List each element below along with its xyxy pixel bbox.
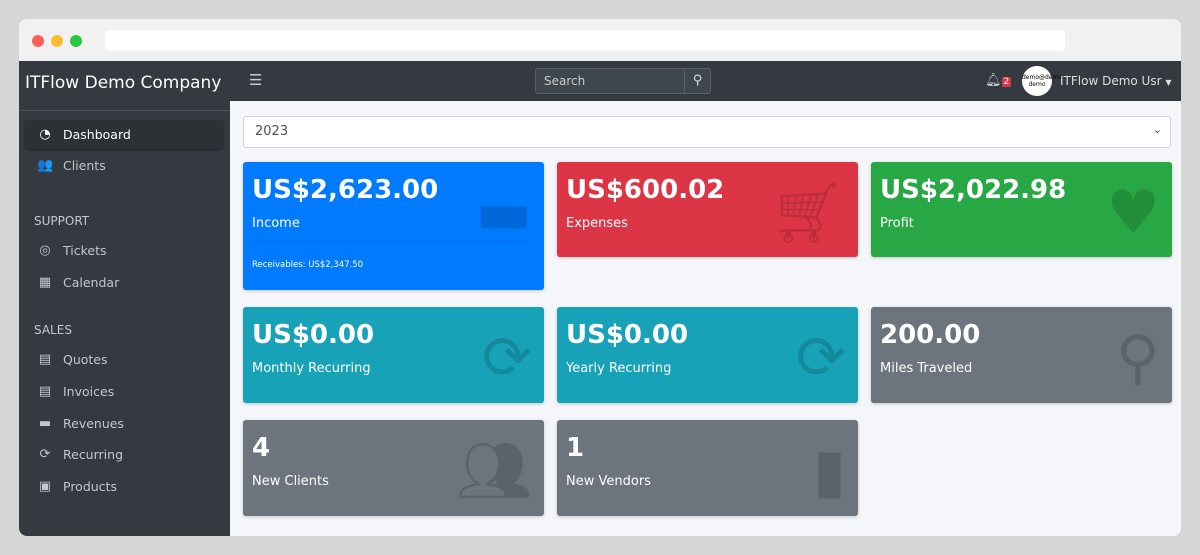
label: Recurring	[63, 447, 123, 462]
sync-icon: ⟳	[39, 447, 51, 462]
search-icon[interactable]: ⚲	[684, 69, 710, 93]
stat-card-new-clients[interactable]: 4 New Clients 👥︎	[243, 420, 544, 516]
label: Tickets	[63, 243, 107, 258]
invoice-icon: ▤	[38, 384, 52, 399]
notification-badge: 2	[1001, 77, 1012, 87]
stat-card-profit[interactable]: US$2,022.98 Profit ♥	[871, 162, 1172, 257]
box-icon: ▣	[38, 479, 52, 494]
chevron-down-icon: ⌄	[1152, 123, 1162, 136]
label: Calendar	[63, 275, 120, 290]
stat-label: Yearly Recurring	[566, 361, 672, 376]
dashboard-content: 2023 ⌄ US$2,623.00 Income ▬ Receivables: US$…	[230, 101, 1181, 536]
close-dot[interactable]	[32, 35, 44, 47]
stat-label: New Clients	[252, 474, 329, 489]
stat-card-expenses[interactable]: US$600.02 Expenses 🛒︎	[557, 162, 858, 257]
user-menu[interactable]: ITFlow Demo Usr ▼	[1060, 74, 1172, 88]
stat-value: 1	[566, 433, 585, 463]
sync-icon: ⟳	[795, 323, 846, 393]
shopping-cart-icon: 🛒︎	[769, 178, 846, 248]
file-icon: ▤	[38, 352, 52, 367]
stat-card-monthly-recurring[interactable]: US$0.00 Monthly Recurring ⟳	[243, 307, 544, 403]
stat-value: 4	[252, 433, 271, 463]
route-icon: ⚲	[1116, 323, 1160, 393]
stat-label: Profit	[880, 216, 914, 231]
stat-label: New Vendors	[566, 474, 651, 489]
credit-card-icon: ▬	[38, 416, 52, 431]
sidebar-item-clients[interactable]: 👥 Clients	[25, 151, 223, 180]
section-support: SUPPORT	[34, 214, 90, 228]
stat-label: Miles Traveled	[880, 361, 973, 376]
brand[interactable]: ITFlow Demo Company	[19, 61, 230, 111]
browser-chrome	[19, 19, 1181, 61]
life-ring-icon: ◎	[39, 243, 51, 258]
stat-card-new-vendors[interactable]: 1 New Vendors ▮	[557, 420, 858, 516]
stat-label: Monthly Recurring	[252, 361, 371, 376]
year-select[interactable]: 2023 ⌄	[243, 116, 1171, 148]
label: Clients	[63, 158, 106, 173]
minimize-dot[interactable]	[51, 35, 63, 47]
stat-value: US$2,623.00	[252, 175, 439, 205]
building-icon: ▮	[812, 436, 846, 506]
sync-icon: ⟳	[481, 323, 532, 393]
section-sales: SALES	[34, 323, 72, 337]
credit-card-icon: ▬	[475, 178, 532, 248]
search-placeholder: Search	[544, 74, 586, 88]
sidebar-item-invoices[interactable]: ▤ Invoices	[25, 377, 223, 406]
caret-down-icon: ▼	[1165, 78, 1172, 87]
stat-label: Income	[252, 216, 300, 231]
maximize-dot[interactable]	[70, 35, 82, 47]
label: Products	[63, 479, 117, 494]
stat-card-yearly-recurring[interactable]: US$0.00 Yearly Recurring ⟳	[557, 307, 858, 403]
notifications-bell-icon[interactable]: 🔔︎ 2	[985, 73, 1012, 88]
sidebar-item-quotes[interactable]: ▤ Quotes	[25, 345, 223, 374]
search-input[interactable]: Search ⚲	[535, 68, 711, 94]
sidebar: ITFlow Demo Company ◔ Dashboard 👥 Clients …	[19, 61, 230, 536]
receivables: Receivables: US$2,347.50	[252, 241, 535, 270]
sidebar-item-products[interactable]: ▣ Products	[25, 472, 223, 501]
browser-window: ITFlow Demo Company ◔ Dashboard 👥 Clients …	[19, 19, 1181, 536]
user-name: ITFlow Demo Usr	[1060, 74, 1162, 88]
year-value: 2023	[255, 124, 289, 139]
tachometer-icon: ◔	[39, 127, 51, 142]
stat-value: 200.00	[880, 320, 981, 350]
avatar[interactable]: demo@demo demo	[1022, 66, 1062, 96]
users-icon: 👥	[37, 158, 54, 173]
users-icon: 👥︎	[455, 436, 532, 506]
stat-label: Expenses	[566, 216, 628, 231]
sidebar-item-tickets[interactable]: ◎ Tickets	[25, 236, 223, 265]
label: Quotes	[63, 352, 108, 367]
label: Revenues	[63, 416, 124, 431]
stat-value: US$2,022.98	[880, 175, 1067, 205]
sidebar-item-dashboard[interactable]: ◔ Dashboard	[25, 120, 223, 149]
label: Dashboard	[63, 127, 131, 142]
stat-card-miles-traveled[interactable]: 200.00 Miles Traveled ⚲	[871, 307, 1172, 403]
sidebar-item-calendar[interactable]: ▦ Calendar	[25, 268, 223, 297]
sidebar-item-revenues[interactable]: ▬ Revenues	[25, 409, 223, 438]
stat-card-income[interactable]: US$2,623.00 Income ▬ Receivables: US$2,347.…	[243, 162, 544, 290]
top-navbar: ☰ Search ⚲ 🔔︎ 2 demo@demo demo ITFlow Demo…	[230, 61, 1181, 101]
heart-icon: ♥	[1106, 178, 1160, 248]
stat-value: US$0.00	[566, 320, 689, 350]
sidebar-item-recurring[interactable]: ⟳ Recurring	[25, 440, 223, 469]
hamburger-menu-icon[interactable]: ☰	[249, 71, 263, 89]
stat-value: US$0.00	[252, 320, 375, 350]
address-bar[interactable]	[105, 30, 1065, 51]
calendar-icon: ▦	[38, 275, 52, 290]
stat-value: US$600.02	[566, 175, 725, 205]
label: Invoices	[63, 384, 115, 399]
